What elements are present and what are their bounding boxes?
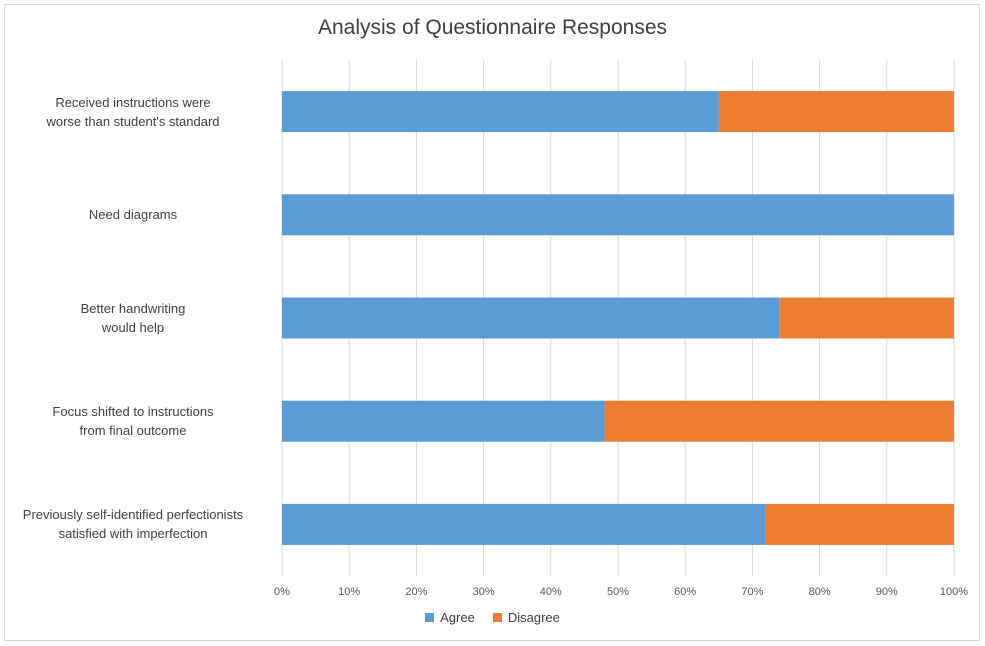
x-tick-label: 0% [274,586,290,598]
bar-agree [282,297,780,339]
category-label-line: from final outcome [79,423,187,439]
category-label: Previously self-identified perfectionist… [0,505,268,543]
x-tick-label: 20% [405,586,427,598]
category-label-line: Previously self-identified perfectionist… [22,507,244,523]
legend: Agree Disagree [0,610,985,625]
bar-agree [282,194,954,236]
legend-item-agree: Agree [425,610,475,625]
x-tick-label: 70% [741,586,763,598]
x-tick-label: 40% [540,586,562,598]
category-label-line: Better handwriting [80,301,186,316]
chart-title: Analysis of Questionnaire Responses [317,16,668,39]
category-label: Received instructions were worse than stu… [0,93,268,131]
legend-label: Disagree [507,610,560,625]
legend-swatch [425,613,435,622]
bar-agree [282,91,719,133]
legend-label: Agree [440,610,475,625]
category-label: Better handwriting would help [0,299,268,337]
legend-item-disagree: Disagree [492,610,560,625]
legend-swatch [492,613,502,622]
x-tick-label: 100% [940,586,968,598]
category-label-line: Need diagrams [88,207,178,223]
x-tick-label: 50% [607,586,629,598]
x-tick-label: 10% [338,586,360,598]
bar-disagree [604,400,954,442]
x-tick-label: 30% [473,586,495,598]
bar-disagree [779,297,954,339]
bar-disagree [718,91,954,133]
category-label-line: Focus shifted to instructions [52,404,214,420]
category-label: Need diagrams [0,205,268,224]
category-label-line: would help [101,320,165,335]
bar-agree [282,400,605,442]
category-label-line: worse than student's standard [46,113,220,129]
x-tick-label: 60% [674,586,696,598]
x-tick-label: 90% [876,586,898,598]
category-label: Focus shifted to instructions from final … [0,402,268,440]
bar-disagree [765,503,954,545]
x-tick-label: 80% [809,586,831,598]
category-label-line: satisfied with imperfection [58,526,208,542]
category-label-line: Received instructions were [55,94,211,110]
bar-agree [282,503,766,545]
